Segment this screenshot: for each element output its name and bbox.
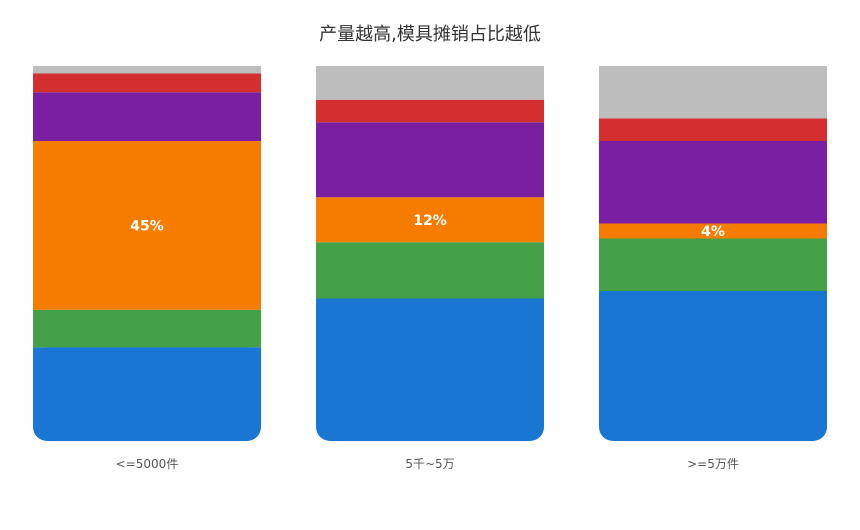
bar-segment-1-0	[316, 298, 544, 441]
bar-segment-1-5	[316, 66, 544, 100]
category-label: <=5000件	[116, 457, 179, 471]
chart-title: 产量越高,模具摊销占比越低	[319, 24, 541, 45]
bar-segment-2-5	[599, 66, 827, 119]
bar-segment-0-0	[33, 347, 261, 441]
bar-group-2: 4%	[599, 66, 827, 441]
data-label: 45%	[130, 218, 164, 234]
bar-segment-corner-fill	[33, 347, 261, 362]
bar-segment-1-3	[316, 122, 544, 198]
bar-segment-0-2	[33, 141, 261, 310]
bar-segment-2-2	[599, 223, 827, 239]
bar-segment-0-4	[33, 73, 261, 93]
bar-segment-0-3	[33, 92, 261, 141]
data-label: 12%	[413, 213, 447, 229]
bar-segment-0-5	[33, 66, 261, 74]
bar-segment-1-2	[316, 197, 544, 243]
bar-segment-2-1	[599, 238, 827, 291]
category-label: >=5万件	[687, 457, 739, 471]
bar-segment-1-1	[316, 242, 544, 299]
bar-segment-2-4	[599, 118, 827, 141]
bar-segment-2-0	[599, 291, 827, 441]
bar-group-1: 12%	[316, 66, 544, 441]
bar-group-0: 45%	[33, 66, 261, 441]
bar-segment-1-4	[316, 99, 544, 123]
bar-segment-2-3	[599, 141, 827, 224]
bar-segment-corner-fill	[316, 298, 544, 313]
bar-segment-0-1	[33, 309, 261, 348]
data-label: 4%	[701, 224, 725, 240]
bar-segment-corner-fill	[599, 291, 827, 305]
category-label: 5千~5万	[405, 457, 454, 471]
